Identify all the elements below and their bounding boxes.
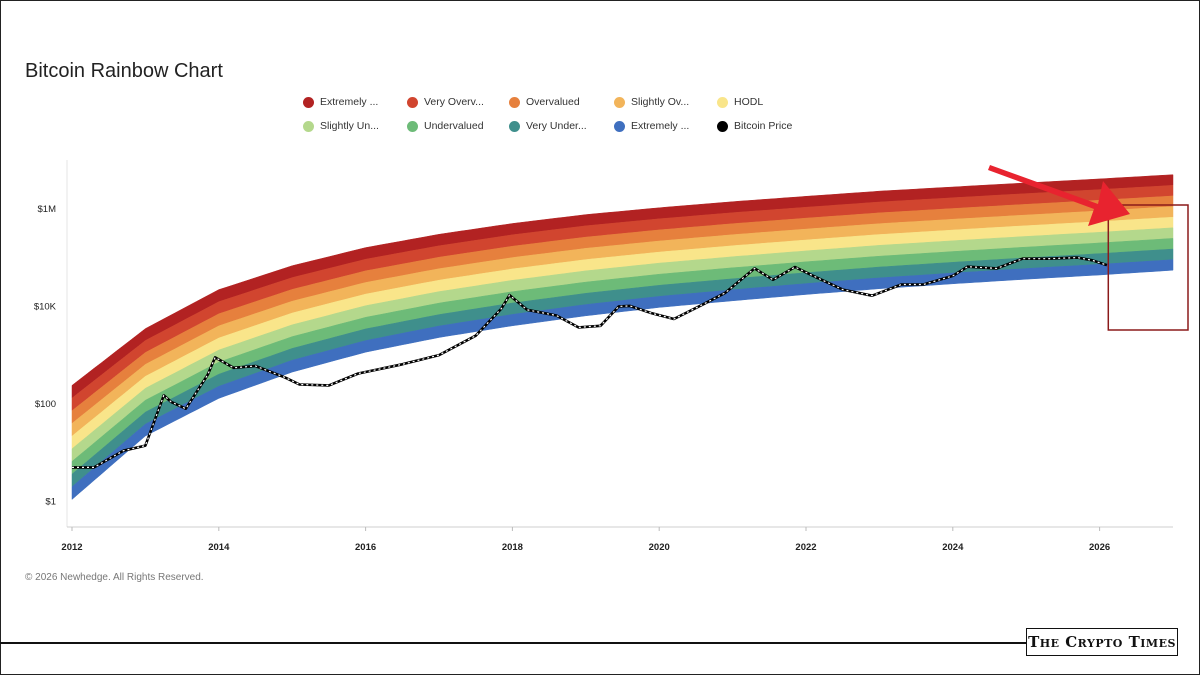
legend-dot	[407, 120, 418, 132]
legend-label: Slightly Un...	[320, 120, 379, 132]
price-series	[72, 256, 1108, 469]
x-tick-label: 2016	[355, 542, 376, 553]
legend-label: Extremely ...	[320, 96, 379, 108]
pointer-arrow	[988, 165, 1130, 226]
legend-dot	[509, 120, 520, 132]
legend-item-bitcoin-price[interactable]: Bitcoin Price	[717, 120, 792, 132]
copyright-text: © 2026 Newhedge. All Rights Reserved.	[25, 572, 204, 583]
brand-logo: The Crypto Times	[1026, 628, 1178, 656]
legend-item-very-undervalued[interactable]: Very Under...	[509, 120, 587, 132]
bottom-divider	[0, 642, 1030, 644]
highlight-box	[1107, 204, 1189, 331]
x-axis: 2012 2014 2016 2018 2020 2022 2024 2026	[61, 527, 1110, 553]
legend-item-extremely-undervalued[interactable]: Extremely ...	[614, 120, 689, 132]
legend-item-very-overvalued[interactable]: Very Overv...	[407, 96, 484, 108]
legend-dot	[303, 96, 314, 108]
legend-dot	[614, 120, 625, 132]
legend-label: Bitcoin Price	[734, 120, 793, 132]
legend-label: Slightly Ov...	[631, 96, 690, 108]
y-tick-label: $1M	[38, 204, 57, 215]
band-extremely	[71, 259, 1174, 501]
legend-label: Undervalued	[424, 120, 484, 132]
y-axis: $1 $100 $10K $1M	[34, 204, 57, 508]
rainbow-bands	[71, 174, 1174, 501]
x-tick-label: 2020	[649, 542, 670, 553]
legend-label: Overvalued	[526, 96, 580, 108]
legend-dot	[717, 96, 728, 108]
chart-title: Bitcoin Rainbow Chart	[25, 60, 223, 82]
legend-dot	[407, 96, 418, 108]
y-tick-label: $1	[45, 496, 56, 507]
legend-item-hodl[interactable]: HODL	[717, 96, 763, 108]
x-tick-label: 2026	[1089, 542, 1110, 553]
legend-dot	[303, 120, 314, 132]
legend-dot	[509, 96, 520, 108]
y-tick-label: $10K	[34, 301, 57, 312]
legend-dot	[614, 96, 625, 108]
legend-label: HODL	[734, 96, 764, 108]
y-tick-label: $100	[35, 399, 56, 410]
legend-item-overvalued[interactable]: Overvalued	[509, 96, 580, 108]
x-tick-label: 2018	[502, 542, 523, 553]
legend-label: Extremely ...	[631, 120, 690, 132]
legend-item-slightly-overvalued[interactable]: Slightly Ov...	[614, 96, 689, 108]
legend-item-undervalued[interactable]: Undervalued	[407, 120, 484, 132]
legend-label: Very Under...	[526, 120, 587, 132]
legend-label: Very Overv...	[424, 96, 484, 108]
legend-item-slightly-undervalued[interactable]: Slightly Un...	[303, 120, 379, 132]
legend-item-extremely-overvalued[interactable]: Extremely ...	[303, 96, 378, 108]
x-tick-label: 2024	[942, 542, 964, 553]
bitcoin-price-line-highlight	[72, 257, 1108, 468]
x-tick-label: 2022	[795, 542, 816, 553]
legend-dot	[717, 120, 728, 132]
x-tick-label: 2014	[208, 542, 230, 553]
rainbow-chart: $1$100$10K$1M 2012 2014 2016 2018 2020 2022 20…	[34, 160, 1189, 553]
x-tick-label: 2012	[61, 542, 82, 553]
